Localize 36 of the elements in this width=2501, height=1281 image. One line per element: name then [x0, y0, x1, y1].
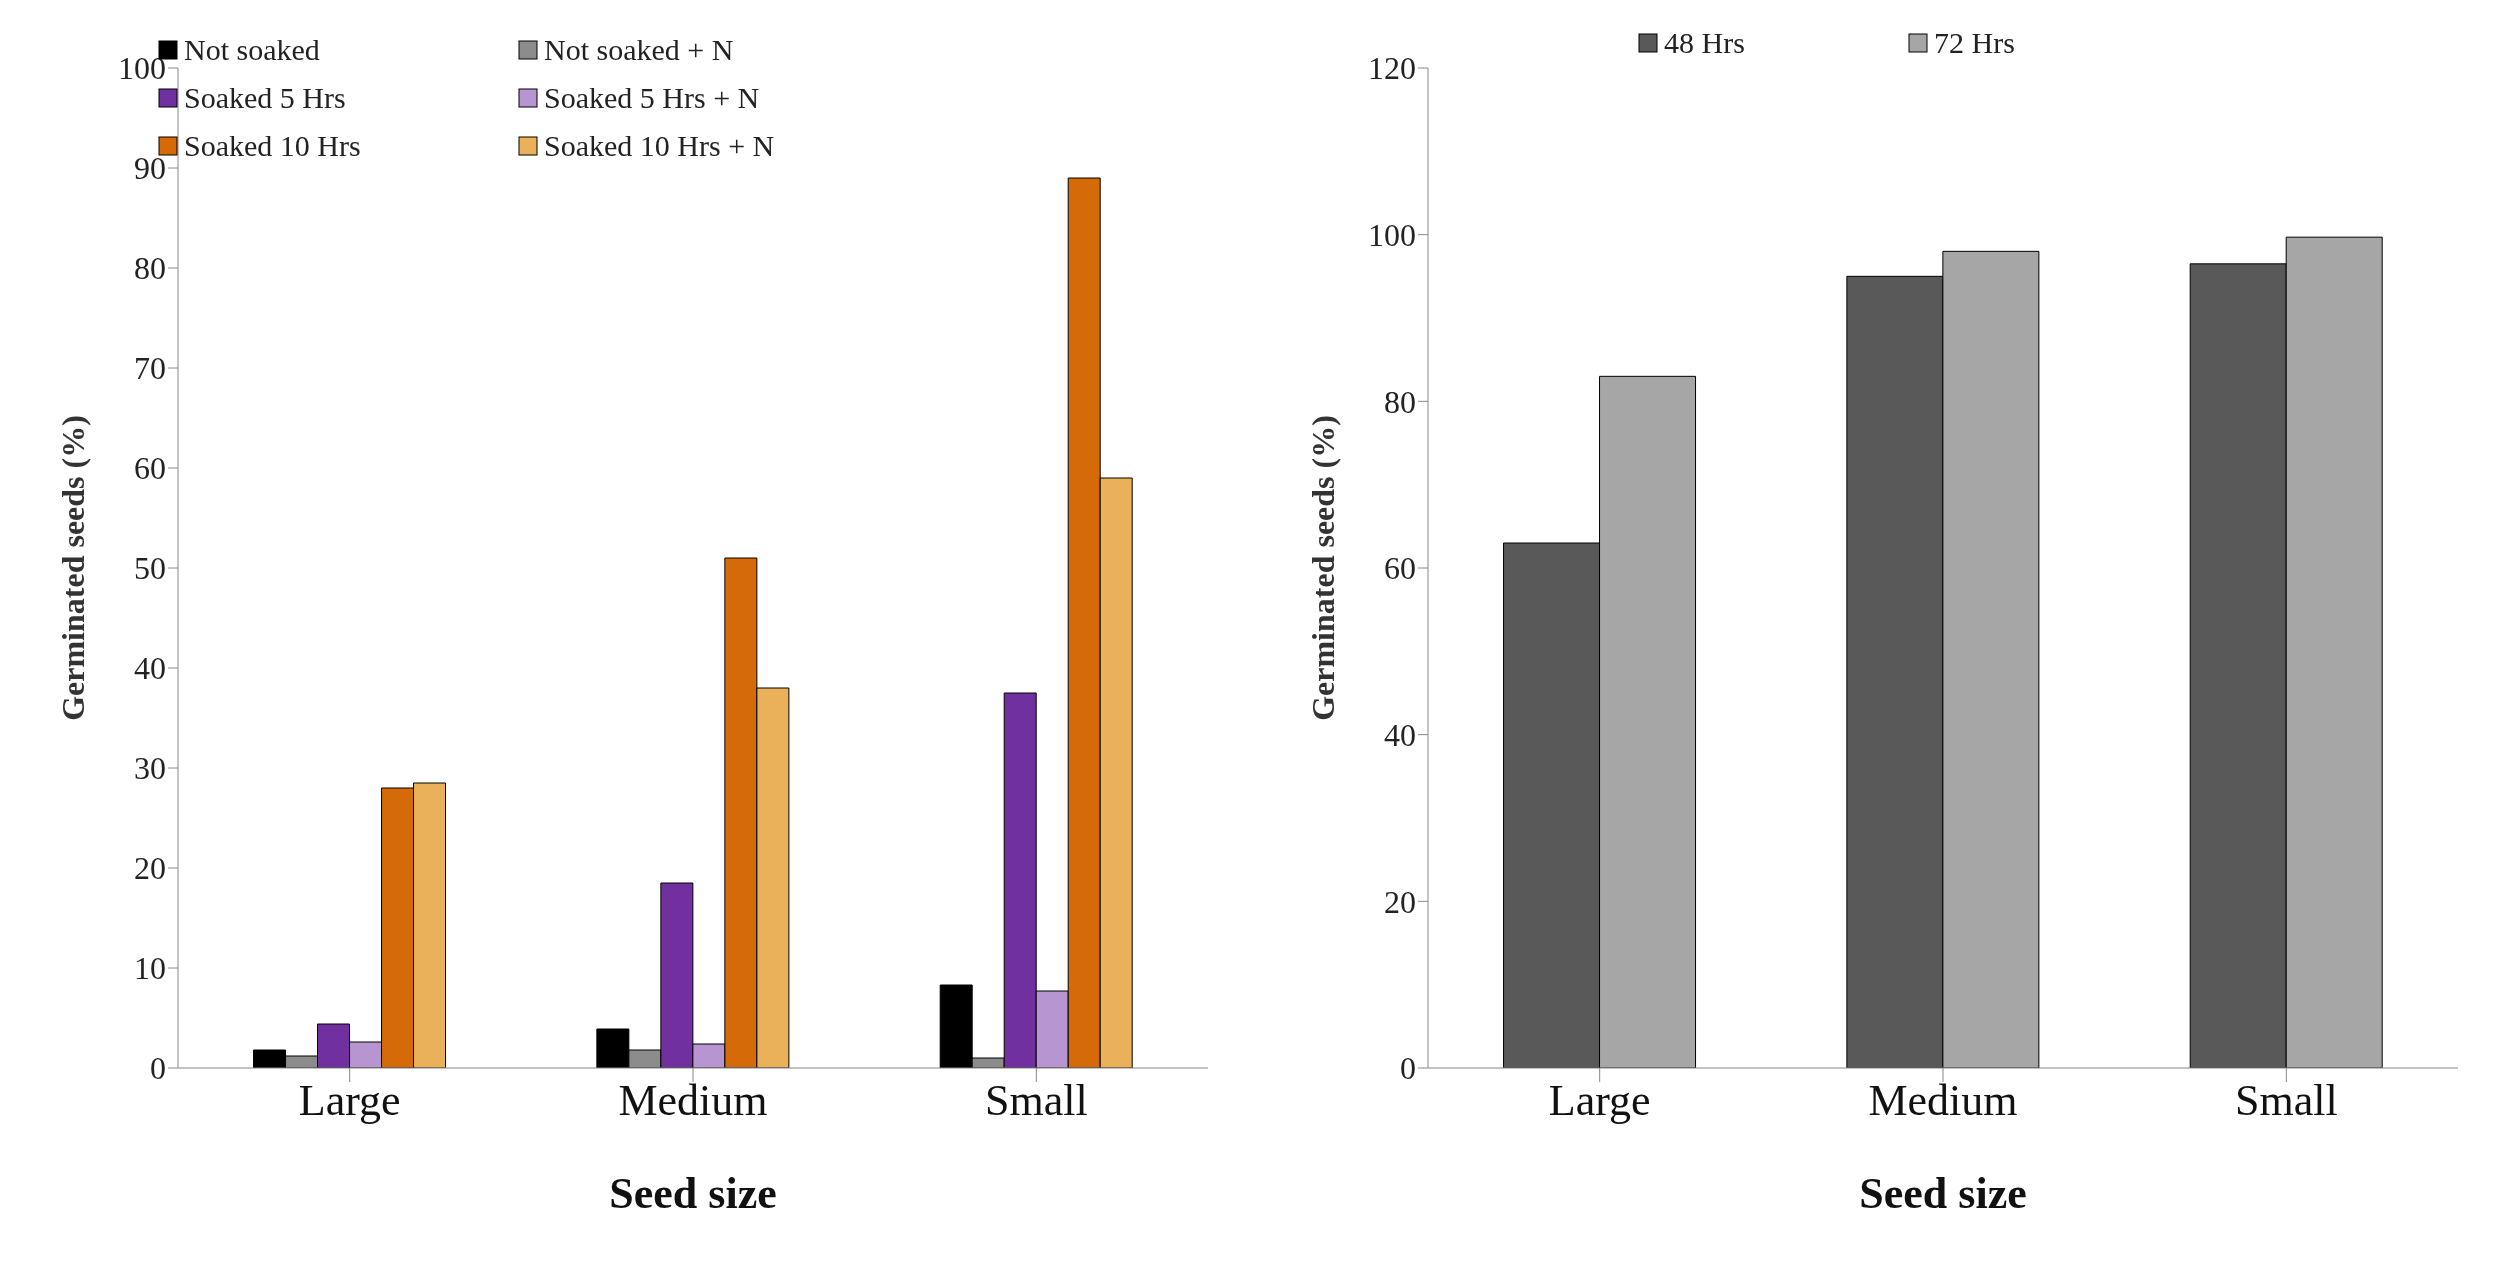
- y-tick-label: 10: [134, 950, 166, 987]
- y-tick-label: 20: [1384, 883, 1416, 920]
- legend-label: Not soaked + N: [544, 33, 734, 67]
- y-tick-label: 0: [150, 1050, 166, 1087]
- x-tick-label: Large: [1548, 1076, 1651, 1126]
- x-tick-label: Small: [2234, 1076, 2338, 1126]
- y-tick-label: 30: [134, 750, 166, 787]
- x-tick-label: Medium: [1868, 1076, 2018, 1126]
- y-tick-label: 70: [134, 350, 166, 387]
- y-tick-label: 120: [1368, 50, 1416, 87]
- legend-label: 72 Hrs: [1934, 26, 2015, 60]
- y-tick-label: 100: [118, 50, 166, 87]
- y-tick-label: 100: [1368, 217, 1416, 254]
- legend-label: Soaked 5 Hrs + N: [544, 81, 760, 115]
- y-tick-label: 60: [1384, 550, 1416, 587]
- y-tick-label: 0: [1400, 1050, 1416, 1087]
- y-tick-label: 40: [1384, 717, 1416, 754]
- legend-label: Soaked 10 Hrs + N: [544, 129, 775, 163]
- y-tick-label: 40: [134, 650, 166, 687]
- x-tick-label: Large: [298, 1076, 401, 1126]
- legend-label: 48 Hrs: [1664, 26, 1745, 60]
- x-tick-label: Small: [984, 1076, 1088, 1126]
- y-tick-label: 80: [134, 250, 166, 287]
- legend-label: Soaked 10 Hrs: [184, 129, 361, 163]
- y-tick-label: 80: [1384, 383, 1416, 420]
- y-tick-label: 50: [134, 550, 166, 587]
- x-axis-title: Seed size: [1859, 1169, 2027, 1218]
- legend-label: Not soaked: [184, 33, 320, 67]
- x-axis-title: Seed size: [609, 1169, 777, 1218]
- legend-label: Soaked 5 Hrs: [184, 81, 346, 115]
- y-tick-label: 20: [134, 850, 166, 887]
- y-tick-label: 90: [134, 150, 166, 187]
- x-tick-label: Medium: [618, 1076, 768, 1126]
- y-axis-title: Germinated seeds (%): [1305, 415, 1342, 721]
- y-tick-label: 60: [134, 450, 166, 487]
- y-axis-title: Germinated seeds (%): [55, 415, 92, 721]
